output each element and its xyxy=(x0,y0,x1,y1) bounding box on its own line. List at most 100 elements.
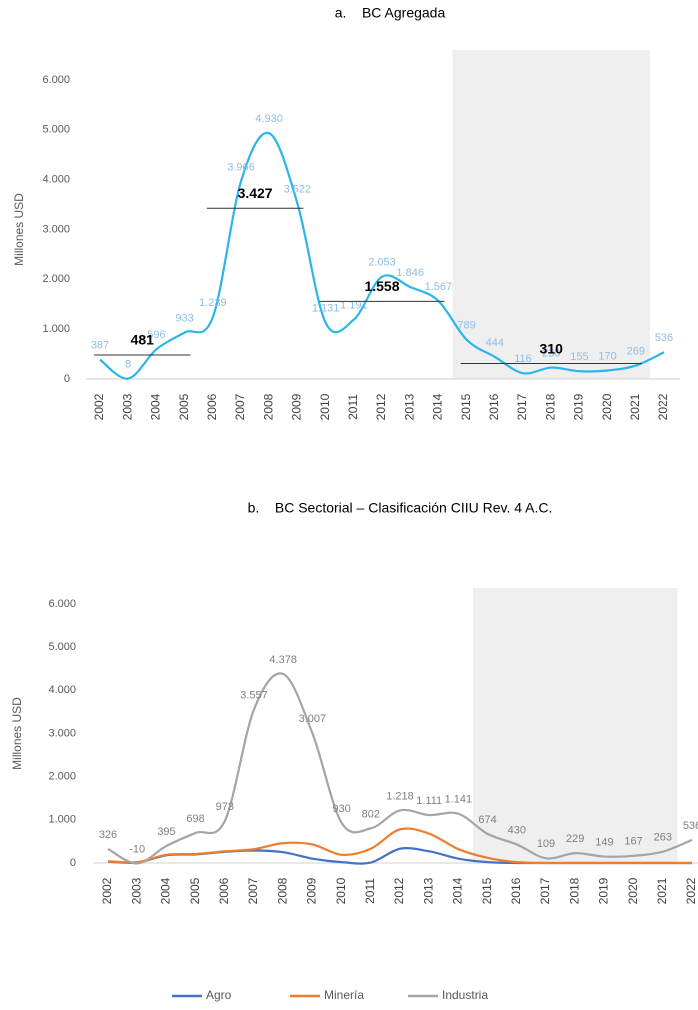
y-tick-label: 4.000 xyxy=(42,174,70,186)
x-tick-label: 2017 xyxy=(538,877,552,904)
x-tick-label: 2005 xyxy=(177,393,191,420)
y-axis-label: Millones USD xyxy=(12,193,26,266)
x-tick-label: 2005 xyxy=(188,877,202,904)
x-tick-label: 2014 xyxy=(451,877,465,904)
x-tick-label: 2002 xyxy=(92,393,106,420)
data-label: 229 xyxy=(566,833,584,845)
y-tick-label: 6.000 xyxy=(48,598,76,610)
data-label: 3.557 xyxy=(240,689,268,701)
x-tick-label: 2007 xyxy=(246,877,260,904)
x-tick-label: 2002 xyxy=(100,877,114,904)
x-tick-label: 2016 xyxy=(487,393,501,420)
data-label: 444 xyxy=(486,337,504,349)
data-label: 4.378 xyxy=(269,654,297,666)
data-label: 3.522 xyxy=(284,183,312,195)
y-tick-label: 0 xyxy=(64,373,70,385)
x-tick-label: 2018 xyxy=(567,877,581,904)
data-label: 1.218 xyxy=(386,790,414,802)
data-label: 536 xyxy=(683,820,698,832)
shaded-region xyxy=(473,588,678,863)
chart-title: b. BC Sectorial – Clasificación CIIU Rev… xyxy=(248,500,553,516)
data-line xyxy=(99,131,665,380)
x-tick-label: 2014 xyxy=(431,393,445,420)
shaded-region xyxy=(452,50,650,379)
y-tick-label: 0 xyxy=(70,857,76,869)
y-tick-label: 3.000 xyxy=(42,223,70,235)
data-label: 230 xyxy=(542,347,560,359)
data-label: 973 xyxy=(216,801,234,813)
x-tick-label: 2003 xyxy=(129,877,143,904)
data-label: 4.930 xyxy=(255,113,283,125)
data-label: 674 xyxy=(478,814,496,826)
data-label: -10 xyxy=(129,843,145,855)
y-tick-label: 2.000 xyxy=(48,771,76,783)
data-label: 930 xyxy=(332,803,350,815)
x-tick-label: 2003 xyxy=(120,393,134,420)
x-tick-label: 2021 xyxy=(628,393,642,420)
data-label: 3.007 xyxy=(299,713,327,725)
y-tick-label: 5.000 xyxy=(42,124,70,136)
data-label: 269 xyxy=(627,346,645,358)
x-tick-label: 2009 xyxy=(305,877,319,904)
y-tick-label: 4.000 xyxy=(48,684,76,696)
average-label: 481 xyxy=(131,332,155,348)
x-tick-label: 2019 xyxy=(597,877,611,904)
data-label: 326 xyxy=(99,829,117,841)
x-tick-label: 2018 xyxy=(543,393,557,420)
data-label: 1.846 xyxy=(396,267,424,279)
legend-label: Industria xyxy=(442,988,488,1002)
x-tick-label: 2006 xyxy=(217,877,231,904)
data-label: 109 xyxy=(537,838,555,850)
data-label: 698 xyxy=(186,813,204,825)
legend-label: Minería xyxy=(324,988,364,1002)
data-label: 1.141 xyxy=(445,794,473,806)
data-line xyxy=(107,672,693,865)
x-tick-label: 2013 xyxy=(402,393,416,420)
data-label: 1.111 xyxy=(416,795,442,807)
average-label: 3.427 xyxy=(238,185,273,201)
chart-title: a. BC Agregada xyxy=(335,5,446,21)
data-label: 395 xyxy=(157,826,175,838)
x-tick-label: 2010 xyxy=(318,393,332,420)
data-label: 933 xyxy=(175,312,193,324)
data-label: 155 xyxy=(570,351,588,363)
data-label: 596 xyxy=(147,329,165,341)
data-label: 2.053 xyxy=(368,257,396,269)
x-tick-label: 2015 xyxy=(459,393,473,420)
y-tick-label: 2.000 xyxy=(42,273,70,285)
x-tick-label: 2009 xyxy=(290,393,304,420)
x-tick-label: 2013 xyxy=(421,877,435,904)
x-tick-label: 2007 xyxy=(233,393,247,420)
x-tick-label: 2010 xyxy=(334,877,348,904)
average-label: 1.558 xyxy=(364,278,399,294)
data-label: 8 xyxy=(125,359,131,371)
data-label: 1.131 xyxy=(312,303,340,315)
data-label: 536 xyxy=(655,332,673,344)
x-tick-label: 2020 xyxy=(626,877,640,904)
data-label: 430 xyxy=(508,824,526,836)
x-tick-label: 2020 xyxy=(600,393,614,420)
data-label: 1.239 xyxy=(199,297,227,309)
x-tick-label: 2022 xyxy=(656,393,670,420)
x-tick-label: 2012 xyxy=(392,877,406,904)
x-tick-label: 2015 xyxy=(480,877,494,904)
x-tick-label: 2004 xyxy=(149,393,163,420)
y-tick-label: 6.000 xyxy=(42,74,70,86)
x-tick-label: 2012 xyxy=(374,393,388,420)
x-tick-label: 2011 xyxy=(363,878,377,904)
x-tick-label: 2017 xyxy=(515,393,529,420)
x-tick-label: 2011 xyxy=(346,394,360,420)
data-label: 789 xyxy=(457,320,475,332)
data-label: 167 xyxy=(624,836,642,848)
y-tick-label: 1.000 xyxy=(42,323,70,335)
data-label: 387 xyxy=(91,340,109,352)
x-tick-label: 2016 xyxy=(509,877,523,904)
x-tick-label: 2008 xyxy=(261,393,275,420)
x-tick-label: 2021 xyxy=(655,877,669,904)
y-tick-label: 3.000 xyxy=(48,727,76,739)
x-tick-label: 2008 xyxy=(275,877,289,904)
data-label: 170 xyxy=(598,350,616,362)
data-label: 116 xyxy=(514,353,532,365)
y-tick-label: 1.000 xyxy=(48,814,76,826)
